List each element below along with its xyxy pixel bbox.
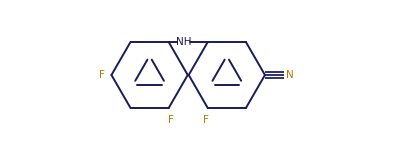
Text: F: F	[99, 70, 105, 80]
Text: NH: NH	[176, 37, 191, 47]
Text: N: N	[286, 70, 294, 80]
Text: F: F	[203, 116, 209, 125]
Text: F: F	[167, 116, 173, 125]
